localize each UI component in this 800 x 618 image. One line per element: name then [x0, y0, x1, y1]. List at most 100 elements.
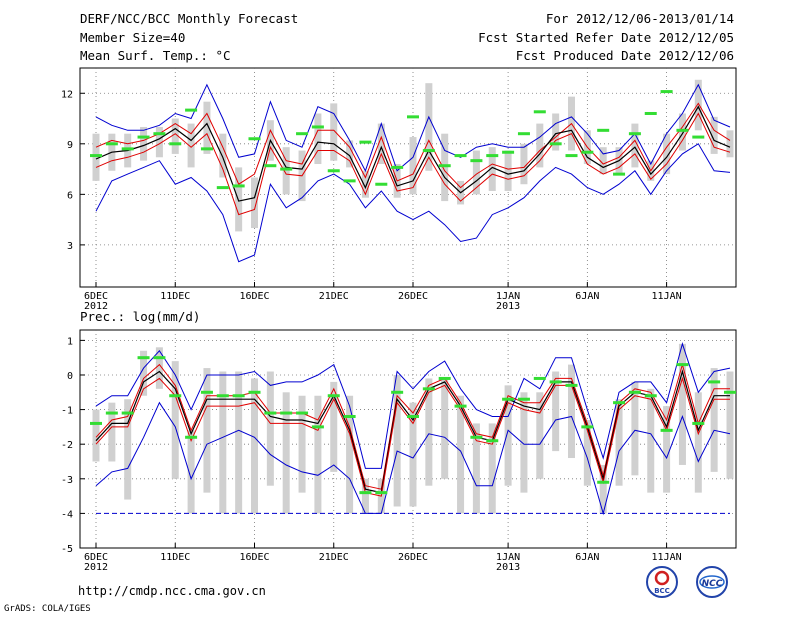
temp-observed-mark: [660, 90, 673, 94]
precip-ytick-label: -3: [61, 475, 73, 486]
precip-ytick-label: -1: [61, 406, 73, 417]
temp-observed-mark: [280, 167, 293, 171]
temp-spread-box: [140, 126, 148, 161]
precip-spread-box: [155, 347, 163, 389]
source-url[interactable]: http://cmdp.ncc.cma.gov.cn: [78, 584, 266, 598]
temp-observed-mark: [470, 159, 483, 163]
precip-observed-mark: [343, 415, 356, 419]
precip-observed-mark: [407, 415, 419, 419]
precip-observed-mark: [486, 439, 499, 443]
precip-xtick-label: 11DEC: [160, 552, 190, 563]
temp-spread-box: [155, 126, 163, 158]
temp-observed-mark: [137, 135, 150, 139]
precip-observed-mark: [502, 397, 515, 401]
temp-spread-box: [488, 147, 496, 191]
precip-observed-mark: [153, 356, 166, 360]
precip-observed-mark: [185, 435, 198, 439]
temp-spread-box: [536, 123, 544, 168]
temp-ytick-label: 3: [67, 241, 73, 252]
temp-observed-mark: [105, 142, 118, 146]
precip-ytick-label: 1: [67, 336, 73, 347]
precip-observed-mark: [248, 390, 261, 394]
temp-xtick-label: 26DEC: [398, 291, 428, 302]
precip-series-min: [95, 401, 731, 516]
temp-observed-mark: [121, 147, 134, 151]
precip-spread-box: [663, 406, 671, 493]
precip-observed-mark: [692, 421, 705, 425]
temp-observed-mark: [311, 125, 324, 129]
temp-xtick-label: 11DEC: [160, 291, 190, 302]
temp-spread-box: [377, 123, 385, 165]
temp-spread-box: [219, 133, 227, 178]
fcst-produced-date: Fcst Produced Date 2012/12/06: [515, 48, 734, 63]
precip-xtick-label: 6JAN: [575, 552, 599, 563]
precip-observed-mark: [644, 394, 657, 398]
precip-spread-box: [282, 392, 290, 514]
temp-series-max: [95, 83, 731, 173]
temp-spread-box: [425, 83, 433, 171]
precip-observed-mark: [613, 401, 626, 405]
precip-spread-box: [441, 378, 449, 479]
precip-observed-mark: [311, 425, 324, 429]
temp-spread-box: [663, 133, 671, 175]
precip-ytick-label: 0: [67, 371, 73, 382]
temp-observed-mark: [676, 128, 689, 132]
temp-spread-box: [282, 147, 290, 195]
precip-spread-box: [203, 368, 211, 493]
precip-spread-box: [599, 464, 607, 514]
precip-spread-box: [108, 402, 116, 462]
temp-spread-box: [409, 137, 417, 195]
precip-observed-mark: [200, 390, 213, 394]
precip-observed-mark: [391, 390, 404, 394]
precip-observed-mark: [470, 435, 483, 439]
ncc-logo: NCC: [696, 566, 728, 598]
temp-observed-mark: [438, 164, 451, 168]
precip-observed-mark: [549, 380, 562, 384]
precip-spread-box: [219, 371, 227, 514]
temp-ytick-label: 6: [67, 190, 73, 201]
temp-observed-mark: [327, 169, 340, 173]
temp-observed-mark: [613, 172, 626, 176]
precip-spread-box: [425, 378, 433, 486]
temp-observed-mark: [692, 135, 705, 139]
precip-spread-box: [631, 381, 639, 476]
precip-observed-mark: [628, 390, 641, 394]
temp-spread-box: [92, 133, 100, 181]
precip-spread-box: [647, 388, 655, 493]
temp-observed-mark: [153, 132, 166, 136]
precip-observed-mark: [676, 363, 689, 367]
temp-spread-box: [187, 123, 195, 168]
temp-xtick-year: 2012: [84, 301, 108, 312]
temp-observed-mark: [644, 111, 657, 115]
temp-observed-mark: [200, 147, 213, 151]
temp-observed-mark: [517, 132, 530, 136]
precip-observed-mark: [359, 491, 372, 495]
precip-spread-box: [298, 395, 306, 493]
temp-observed-mark: [296, 132, 309, 136]
temp-xtick-label: 6DEC: [84, 291, 108, 302]
precip-observed-mark: [137, 356, 150, 360]
temp-observed-mark: [628, 132, 641, 136]
precip-observed-mark: [105, 411, 118, 415]
forecast-title: DERF/NCC/BCC Monthly Forecast: [80, 11, 299, 26]
precip-spread-box: [520, 392, 528, 493]
temp-observed-mark: [391, 165, 404, 169]
precip-ytick-label: -2: [61, 440, 73, 451]
precip-observed-mark: [90, 421, 102, 425]
precip-spread-box: [726, 371, 734, 479]
precip-series-lower: [95, 376, 730, 497]
temp-spread-box: [631, 123, 639, 168]
temp-panel-label: Mean Surf. Temp.: °C: [80, 48, 231, 63]
temp-observed-mark: [454, 154, 467, 158]
temp-spread-box: [472, 150, 480, 195]
temp-xtick-label: 16DEC: [239, 291, 269, 302]
precip-observed-mark: [597, 480, 610, 484]
temp-spread-box: [361, 170, 369, 198]
temp-observed-mark: [359, 140, 372, 144]
precip-spread-box: [552, 371, 560, 452]
precip-spread-box: [187, 430, 195, 514]
temp-spread-box: [441, 133, 449, 202]
precip-spread-box: [235, 371, 243, 514]
temp-spread-box: [599, 147, 607, 175]
temp-series-min: [95, 143, 731, 263]
